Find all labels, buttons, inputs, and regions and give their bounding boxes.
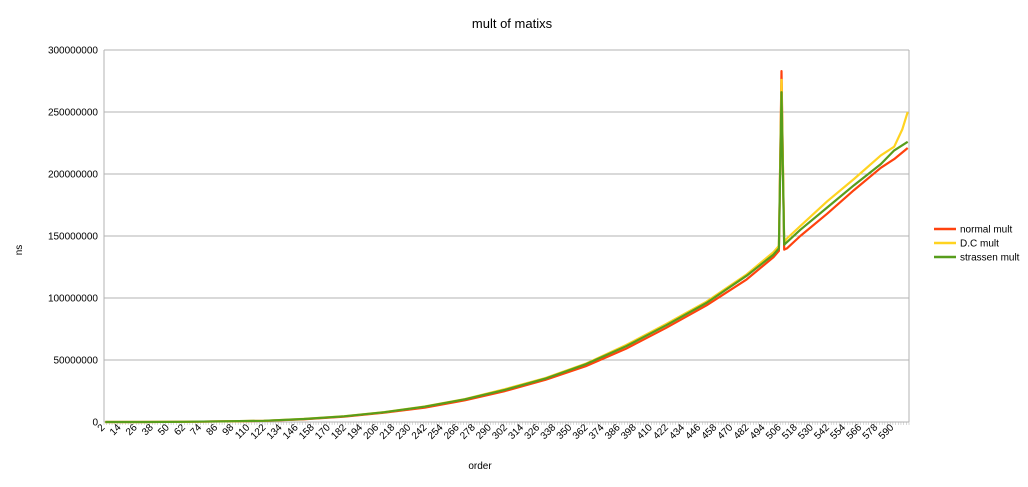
y-tick-label: 150000000 bbox=[48, 232, 98, 243]
y-tick-label: 300000000 bbox=[48, 46, 98, 57]
y-tick-label: 100000000 bbox=[48, 294, 98, 305]
legend-label: strassen mult bbox=[960, 253, 1020, 264]
x-tick-label: 590 bbox=[877, 422, 897, 442]
y-tick-label: 250000000 bbox=[48, 108, 98, 119]
plot-area: 0 50000000 100000000 150000000 200000000 2500… bbox=[48, 46, 910, 442]
x-tick-label: 14 bbox=[108, 422, 124, 438]
x-tick-label: 38 bbox=[140, 422, 156, 438]
x-tick-label: 50 bbox=[156, 422, 172, 438]
legend: normal mult D.C mult strassen mult bbox=[934, 225, 1020, 264]
series-line-3 bbox=[105, 91, 909, 424]
y-tick-label: 50000000 bbox=[54, 356, 99, 367]
chart-title: mult of matixs bbox=[472, 16, 553, 31]
y-axis-label: ns bbox=[14, 245, 25, 256]
x-tick-label: 74 bbox=[188, 422, 204, 438]
y-tick-label: 0 bbox=[92, 418, 98, 429]
x-tick-label: 62 bbox=[172, 422, 188, 438]
x-tick-label: 2 bbox=[96, 422, 108, 434]
series-line-2 bbox=[105, 78, 909, 424]
x-axis-label: order bbox=[468, 461, 492, 472]
x-tick-label: 26 bbox=[124, 422, 140, 438]
legend-label: normal mult bbox=[960, 225, 1012, 236]
x-tick-label: 86 bbox=[205, 422, 221, 438]
y-tick-label: 200000000 bbox=[48, 170, 98, 181]
series-line-1 bbox=[105, 69, 909, 424]
legend-label: D.C mult bbox=[960, 239, 999, 250]
x-tick-label: 110 bbox=[233, 422, 252, 441]
